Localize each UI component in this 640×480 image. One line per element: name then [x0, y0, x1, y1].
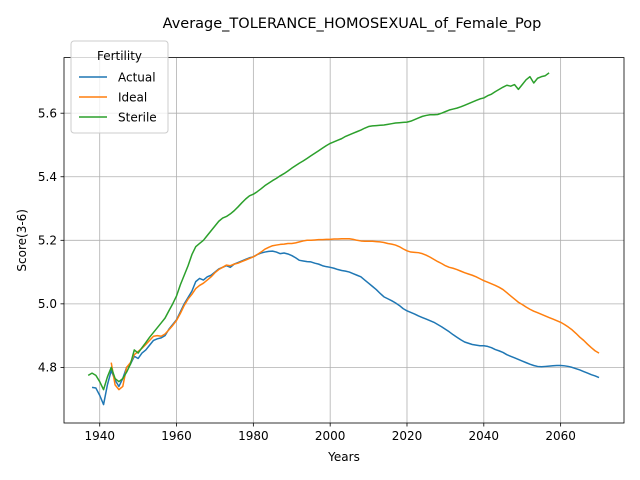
x-axis: 1940 1960 1980 2000 2020 2040 2060	[84, 423, 576, 443]
legend-title: Fertility	[97, 49, 142, 63]
y-tick-label: 4.8	[38, 361, 57, 375]
series-line-ideal	[110, 237, 600, 391]
x-axis-label: Years	[327, 450, 360, 464]
x-tick-label: 2020	[392, 429, 423, 443]
chart-title: Average_TOLERANCE_HOMOSEXUAL_of_Female_P…	[163, 16, 542, 32]
legend-label-ideal: Ideal	[118, 90, 147, 104]
y-tick-label: 5.0	[38, 297, 57, 311]
y-axis: 4.8 5.0 5.2 5.4 5.6	[38, 107, 64, 375]
legend-label-actual: Actual	[118, 70, 156, 84]
y-axis-label: Score(3-6)	[15, 209, 29, 272]
legend-box	[70, 40, 169, 134]
x-tick-label: 1980	[238, 429, 269, 443]
x-tick-label: 2040	[469, 429, 500, 443]
y-tick-label: 5.4	[38, 170, 57, 184]
x-tick-label: 2060	[545, 429, 576, 443]
x-tick-label: 1940	[84, 429, 115, 443]
legend: Fertility Actual Ideal Sterile	[70, 40, 169, 134]
x-tick-label: 1960	[161, 429, 192, 443]
y-tick-label: 5.6	[38, 107, 57, 121]
legend-label-sterile: Sterile	[118, 110, 157, 124]
x-tick-label: 2000	[315, 429, 346, 443]
grid	[64, 57, 624, 423]
series-line-sterile	[87, 72, 550, 391]
series-layer	[87, 72, 600, 406]
y-tick-label: 5.2	[38, 234, 57, 248]
